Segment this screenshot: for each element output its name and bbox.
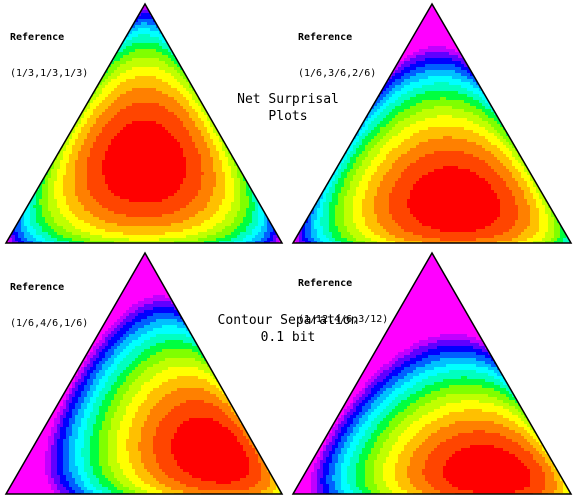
- triangle-outline: [291, 251, 573, 495]
- contour-band: [117, 367, 279, 494]
- contour-band: [293, 4, 461, 243]
- triangle-outline: [4, 251, 284, 495]
- reference-title: Reference: [10, 282, 65, 293]
- reference-title: Reference: [298, 32, 353, 43]
- reference-label-3: Reference (1/6,4/6,1/6): [10, 258, 88, 342]
- ternary-plot-4: [293, 253, 571, 494]
- contour-band: [6, 253, 171, 494]
- net-surprisal-caption: Net Surprisal Plots: [214, 91, 362, 125]
- triangle-outline: [4, 2, 284, 244]
- reference-label-2: Reference (1/6,3/6,2/6): [298, 8, 376, 92]
- contour-band: [99, 349, 213, 494]
- contour-band: [347, 370, 518, 494]
- contour-band: [443, 445, 530, 493]
- contour-band: [422, 430, 545, 494]
- contour-band: [63, 76, 225, 235]
- reference-distribution: (1/12,4/6,3/12): [298, 314, 389, 325]
- contour-band: [353, 115, 548, 243]
- caption-line-1: Net Surprisal: [237, 92, 339, 107]
- contour-band: [171, 418, 249, 484]
- reference-distribution: (1/6,3/6,2/6): [298, 68, 377, 79]
- contour-band: [48, 58, 240, 243]
- contour-band: [344, 106, 554, 243]
- contour-band: [81, 334, 201, 494]
- reference-distribution: (1/3,1/3,1/3): [10, 68, 89, 79]
- reference-label-1: Reference (1/3,1/3,1/3): [10, 8, 88, 92]
- contour-band: [108, 358, 282, 494]
- contour-band: [87, 103, 204, 217]
- contour-band: [374, 394, 571, 494]
- reference-label-4: Reference (1/12,4/6,3/12): [298, 254, 388, 338]
- ternary-plot-2: [293, 4, 571, 243]
- reference-title: Reference: [10, 32, 65, 43]
- caption-line-1: Contour Separation: [217, 313, 359, 328]
- caption-line-2: 0.1 bit: [260, 330, 316, 345]
- reference-title: Reference: [298, 278, 353, 289]
- triangle-outline: [291, 2, 573, 244]
- reference-distribution: (1/6,4/6,1/6): [10, 318, 89, 329]
- contour-band: [293, 253, 485, 494]
- contour-separation-caption: Contour Separation 0.1 bit: [186, 312, 390, 346]
- ternary-plot-1: [6, 4, 282, 243]
- contour-band: [389, 151, 518, 241]
- caption-line-2: Plots: [268, 109, 308, 124]
- contour-band: [362, 127, 539, 243]
- contour-band: [365, 385, 530, 494]
- contour-band: [407, 166, 500, 232]
- contour-band: [54, 67, 234, 241]
- contour-band: [335, 97, 560, 243]
- contour-band: [102, 121, 186, 202]
- contour-band: [75, 325, 198, 494]
- contour-band: [407, 421, 557, 494]
- contour-band: [90, 340, 207, 494]
- contour-band: [356, 376, 521, 494]
